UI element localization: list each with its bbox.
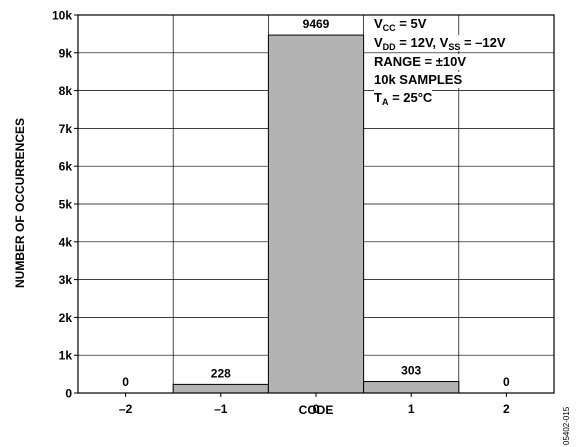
bar: [363, 381, 460, 394]
y-tick-label: 3k: [59, 273, 73, 287]
y-tick-label: 9k: [59, 46, 73, 60]
y-tick-label: 10k: [52, 9, 72, 23]
x-tick-label: 0: [313, 402, 320, 416]
x-axis-ticks: –2 –1 0 1 2: [119, 393, 510, 416]
y-tick-label: 0: [65, 387, 72, 401]
y-axis-title: NUMBER OF OCCURRENCES: [13, 118, 27, 288]
bars: [172, 34, 460, 394]
y-tick-label: 4k: [59, 235, 73, 249]
y-tick-label: 5k: [59, 198, 73, 212]
annotation-ta: TA = 25°C: [374, 90, 433, 107]
figure-id: 05402-015: [562, 406, 571, 445]
data-label: 303: [401, 364, 421, 378]
data-labels: 0 228 9469 303 0: [122, 17, 510, 389]
x-tick-label: 1: [408, 402, 415, 416]
annotation-samples: 10k SAMPLES: [374, 72, 463, 88]
bar: [267, 34, 365, 394]
x-tick-label: –1: [214, 402, 228, 416]
data-label: 0: [503, 375, 510, 389]
data-label: 9469: [303, 17, 330, 31]
data-label: 0: [122, 375, 129, 389]
x-tick-label: –2: [119, 402, 133, 416]
x-tick-label: 2: [503, 402, 510, 416]
annotation-vdd-vss: VDD = 12V, VSS = –12V: [374, 35, 506, 52]
data-label: 228: [211, 366, 231, 380]
y-tick-label: 6k: [59, 160, 73, 174]
annotation-vcc: VCC = 5V: [374, 16, 427, 33]
y-tick-label: 7k: [59, 122, 73, 136]
y-tick-label: 2k: [59, 311, 73, 325]
y-axis-ticks: 0 1k 2k 3k 4k 5k 6k 7k 8k 9k 10k: [52, 9, 78, 401]
annotation-range: RANGE = ±10V: [374, 54, 467, 70]
y-tick-label: 8k: [59, 84, 73, 98]
y-tick-label: 1k: [59, 349, 73, 363]
bar: [172, 383, 269, 394]
x-axis-title: CODE: [299, 403, 334, 417]
